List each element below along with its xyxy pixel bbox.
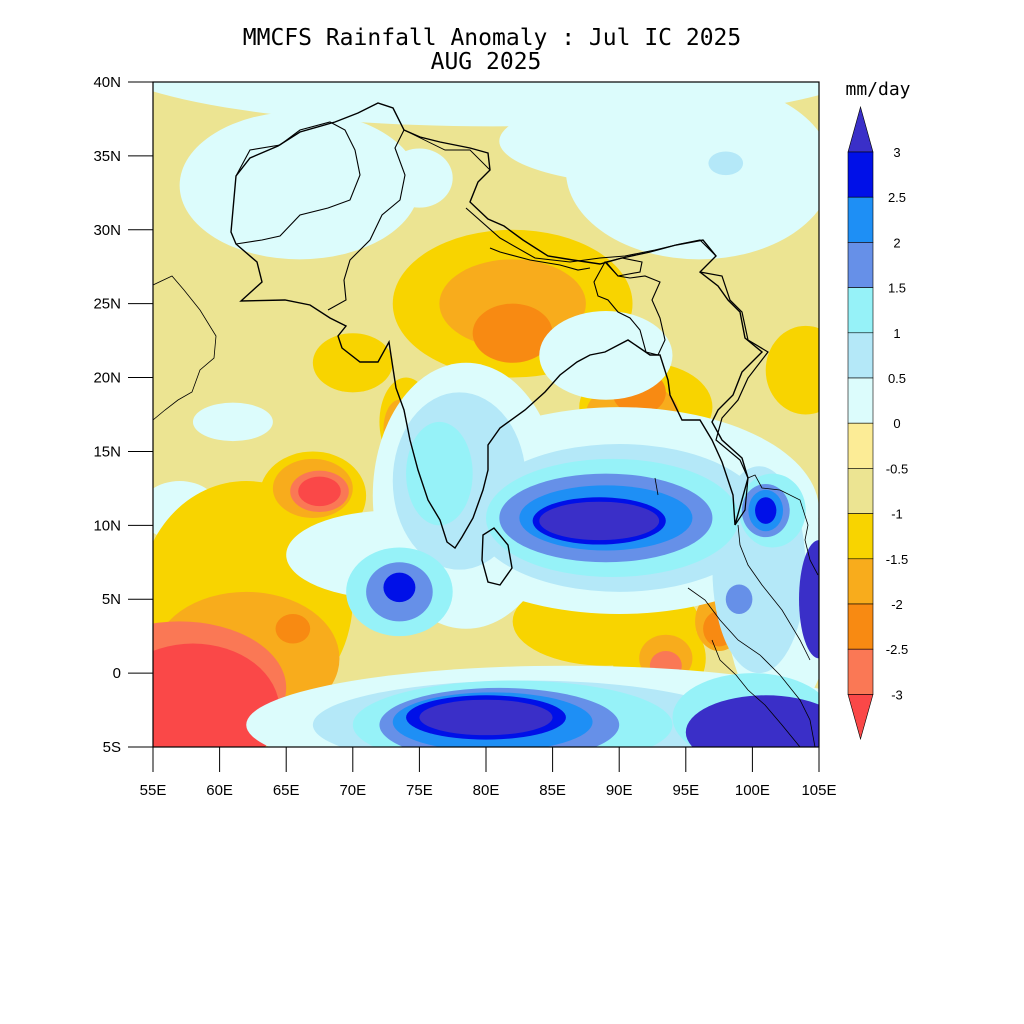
colorbar-level-label: 1	[893, 326, 900, 341]
lat-tick-label: 40N	[93, 74, 121, 91]
anomaly-region-3	[179, 111, 420, 260]
anomaly-region-32	[275, 614, 311, 644]
sumatra-coast	[687, 587, 816, 747]
colorbar-segment	[847, 332, 874, 379]
colorbar-level-label: 3	[893, 145, 900, 160]
map-outlines	[153, 102, 819, 747]
colorbar-segment	[847, 287, 874, 334]
colorbar-segment	[847, 468, 874, 514]
colorbar-segment	[847, 151, 874, 198]
chart-title: MMCFS Rainfall Anomaly : Jul IC 2025	[243, 25, 742, 51]
arabia-coast	[153, 275, 217, 421]
sri-lanka-outline	[481, 527, 513, 586]
anomaly-region-6	[192, 402, 273, 442]
india-subcontinent-outline	[230, 102, 764, 550]
malay-peninsula-coast	[747, 474, 819, 576]
anomaly-region-8	[708, 151, 744, 176]
lon-tick-label: 55E	[140, 782, 167, 799]
colorbar-segment	[847, 603, 874, 650]
nepal-border	[489, 247, 591, 271]
lon-tick-label: 105E	[801, 782, 836, 799]
colorbar-level-label: -0.5	[886, 461, 908, 476]
lon-tick-label: 85E	[539, 782, 566, 799]
colorbar-lower-triangle	[847, 694, 874, 741]
colorbar-level-label: 2	[893, 235, 900, 250]
colorbar-level-label: -2	[891, 597, 903, 612]
pakistan-india-border	[327, 129, 406, 311]
lat-tick-label: 20N	[93, 370, 121, 387]
chart-subtitle: AUG 2025	[431, 49, 542, 75]
anomaly-region-42	[539, 311, 673, 400]
sumatra-west-coast	[711, 639, 801, 747]
colorbar-level-label: 0.5	[888, 371, 906, 386]
thailand-coast	[737, 524, 811, 661]
colorbar-segment	[847, 558, 874, 605]
anomaly-region-67	[419, 699, 553, 736]
anomaly-region-68	[685, 695, 819, 747]
anomaly-region-36	[153, 643, 280, 747]
lon-tick-label: 100E	[735, 782, 770, 799]
lat-tick-label: 30N	[93, 222, 121, 239]
anomaly-region-29	[472, 303, 553, 363]
bhutan-border	[605, 257, 643, 277]
latitude-axis: 40N 35N 30N 25N 20N 15N 10N 5N 0 5S	[93, 74, 153, 756]
anomaly-region-37	[298, 476, 341, 507]
anomaly-region-21	[765, 325, 819, 415]
colorbar: 3 2.5 2 1.5 1 0.5 0 -0.5 -1 -1.5 -2 -2.5 -3	[847, 105, 908, 741]
anomaly-region-14	[312, 333, 393, 393]
anomaly-region-4	[386, 148, 453, 208]
anomaly-region-69	[799, 540, 819, 659]
lat-tick-label: 5N	[102, 591, 121, 608]
myanmar-outline	[699, 271, 769, 526]
anomaly-region-2	[499, 96, 819, 186]
lat-tick-label: 5S	[103, 739, 121, 756]
anomaly-region-65	[755, 497, 777, 524]
colorbar-level-label: 1.5	[888, 281, 906, 296]
colorbar-level-label: -1.5	[886, 552, 908, 567]
colorbar-level-label: -2.5	[886, 642, 908, 657]
colorbar-segment	[847, 377, 874, 424]
colorbar-level-label: -3	[891, 687, 903, 702]
lat-tick-label: 0	[113, 665, 121, 682]
anomaly-region-66	[539, 501, 660, 541]
colorbar-level-label: 2.5	[888, 190, 906, 205]
longitude-axis: 55E 60E 65E 70E 75E 80E 85E 90E 95E 100E 105E	[140, 747, 837, 799]
lon-tick-label: 95E	[672, 782, 699, 799]
colorbar-unit-label: mm/day	[845, 79, 910, 100]
lon-tick-label: 60E	[206, 782, 233, 799]
colorbar-level-label: -1	[891, 507, 903, 522]
tibet-northern-border	[403, 129, 491, 171]
anomaly-region-48	[406, 421, 473, 526]
bangladesh-border	[593, 261, 666, 356]
colorbar-upper-triangle	[847, 105, 874, 153]
tibet-border	[465, 207, 717, 263]
colorbar-segment	[847, 196, 874, 243]
lat-tick-label: 15N	[93, 443, 121, 460]
colorbar-segment	[847, 648, 874, 695]
lon-tick-label: 70E	[339, 782, 366, 799]
china-internal-border	[654, 477, 659, 496]
lon-tick-label: 80E	[473, 782, 500, 799]
afghanistan-border	[235, 121, 361, 245]
lon-tick-label: 65E	[273, 782, 300, 799]
colorbar-segment	[847, 513, 874, 560]
lat-tick-label: 10N	[93, 517, 121, 534]
lon-tick-label: 90E	[606, 782, 633, 799]
lon-tick-label: 75E	[406, 782, 433, 799]
colorbar-segment	[847, 422, 874, 469]
anomaly-region-64	[383, 572, 416, 603]
lat-tick-label: 35N	[93, 148, 121, 165]
colorbar-segment	[847, 242, 874, 288]
anomaly-region-58	[725, 584, 753, 614]
lat-tick-label: 25N	[93, 296, 121, 313]
colorbar-level-label: 0	[893, 416, 900, 431]
